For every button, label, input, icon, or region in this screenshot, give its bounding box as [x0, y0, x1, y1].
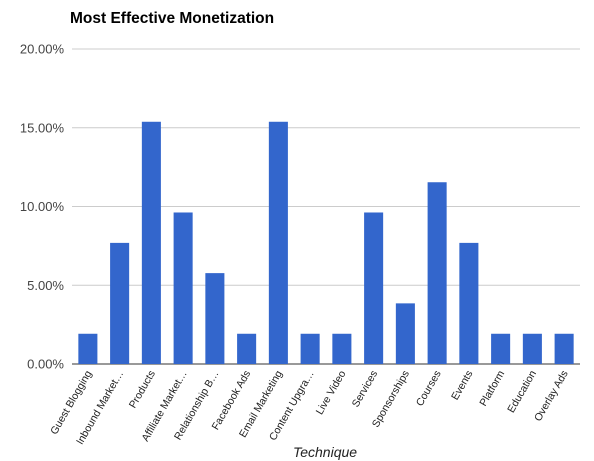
bar	[554, 333, 574, 364]
y-tick-label: 20.00%	[20, 42, 65, 57]
bar	[522, 333, 542, 364]
bar	[205, 273, 225, 364]
y-tick-label: 15.00%	[20, 120, 65, 135]
y-tick-label: 5.00%	[27, 278, 64, 293]
bar	[427, 182, 447, 364]
chart-title: Most Effective Monetization	[70, 10, 275, 27]
bar	[268, 121, 288, 364]
bar	[491, 333, 511, 364]
x-tick-label: Education	[505, 368, 539, 415]
x-tick-label: Overlay Ads	[532, 369, 571, 424]
bar	[237, 333, 257, 364]
x-tick-label: Events	[449, 369, 475, 403]
bar	[173, 212, 193, 364]
bar	[141, 121, 161, 364]
bar	[110, 242, 130, 364]
bar	[300, 333, 320, 364]
bar	[395, 303, 415, 364]
x-tick-label: Courses	[414, 369, 444, 409]
x-tick-label: Platform	[477, 368, 507, 408]
x-tick-label: Live Video	[314, 368, 349, 416]
x-tick-label: Services	[350, 369, 381, 410]
bar	[364, 212, 384, 364]
bar	[332, 333, 352, 364]
y-axis-ticks: 0.00% 5.00% 10.00% 15.00% 20.00%	[20, 42, 65, 372]
x-tick-label: Products	[127, 369, 158, 411]
bars	[78, 121, 574, 364]
bar	[78, 333, 98, 364]
x-axis-label: Technique	[293, 444, 357, 460]
y-tick-label: 0.00%	[27, 357, 64, 372]
y-tick-label: 10.00%	[20, 199, 65, 214]
bar	[459, 242, 479, 364]
